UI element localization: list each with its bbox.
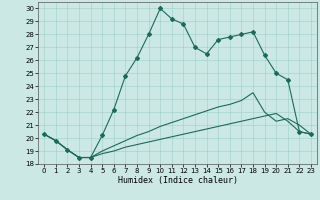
X-axis label: Humidex (Indice chaleur): Humidex (Indice chaleur) bbox=[118, 176, 238, 185]
